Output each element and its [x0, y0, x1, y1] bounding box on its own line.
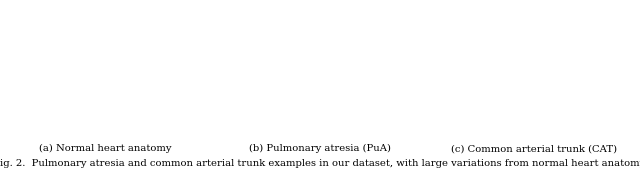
Text: (a) Normal heart anatomy: (a) Normal heart anatomy: [39, 144, 172, 153]
Text: (c) Common arterial trunk (CAT): (c) Common arterial trunk (CAT): [451, 144, 618, 153]
Text: Fig. 2.  Pulmonary atresia and common arterial trunk examples in our dataset, wi: Fig. 2. Pulmonary atresia and common art…: [0, 159, 640, 168]
Text: (b) Pulmonary atresia (PuA): (b) Pulmonary atresia (PuA): [249, 144, 391, 153]
